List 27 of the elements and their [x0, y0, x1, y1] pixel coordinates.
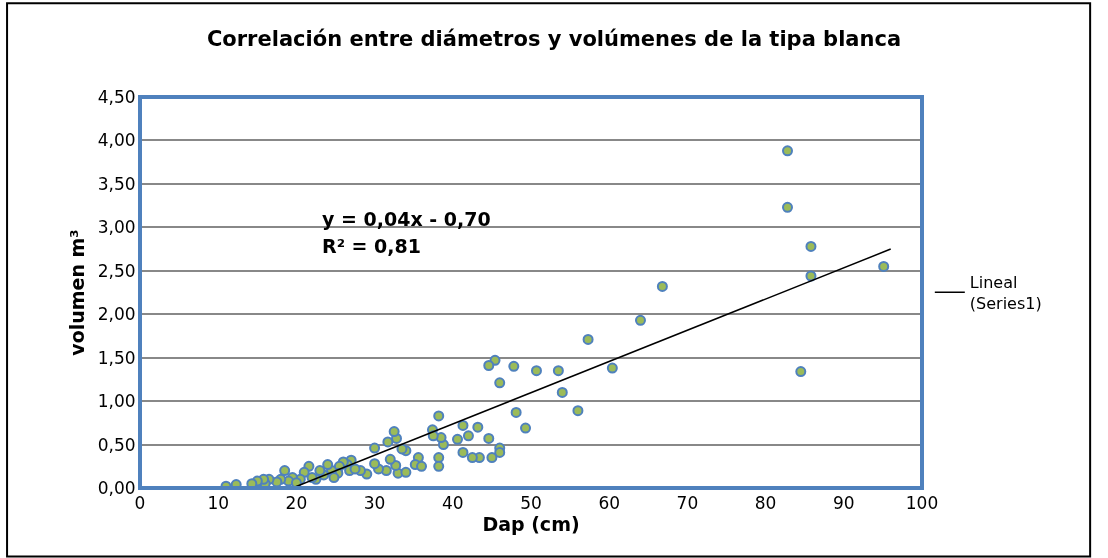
x-tick-label: 80	[754, 493, 777, 514]
x-tick-label: 30	[363, 493, 386, 514]
y-tick-label: 1,50	[97, 347, 136, 368]
y-tick-label: 3,00	[97, 217, 136, 238]
x-tick-label: 90	[832, 493, 855, 514]
x-tick-label: 20	[285, 493, 308, 514]
x-axis-title: Dap (cm)	[482, 513, 580, 536]
x-tick-label: 50	[520, 493, 542, 514]
y-tick-label: 4,00	[97, 130, 136, 151]
x-tick-label: 100	[905, 493, 939, 514]
annotation: y = 0,04x - 0,70	[322, 208, 491, 230]
x-tick-label: 60	[598, 493, 621, 514]
x-tick-label: 40	[441, 493, 464, 514]
annotation: R² = 0,81	[322, 235, 421, 257]
y-tick-label: 2,50	[97, 260, 136, 281]
legend-label: Lineal (Series1)	[969, 273, 1042, 313]
y-tick-label: 3,50	[97, 173, 136, 194]
x-tick-label: 70	[676, 493, 699, 514]
y-tick-label: 0,50	[97, 434, 136, 455]
y-tick-label: 2,00	[97, 304, 136, 325]
y-axis-title: volumen m³	[65, 229, 88, 356]
y-tick-label: 1,00	[97, 391, 136, 412]
x-tick-label: 10	[207, 493, 230, 514]
chart-title: Correlación entre diámetros y volúmenes de la tipa blanca	[206, 27, 902, 52]
y-tick-label: 4,50	[97, 86, 136, 107]
x-tick-label: 0	[134, 493, 146, 514]
y-tick-label: 0,00	[97, 477, 136, 498]
